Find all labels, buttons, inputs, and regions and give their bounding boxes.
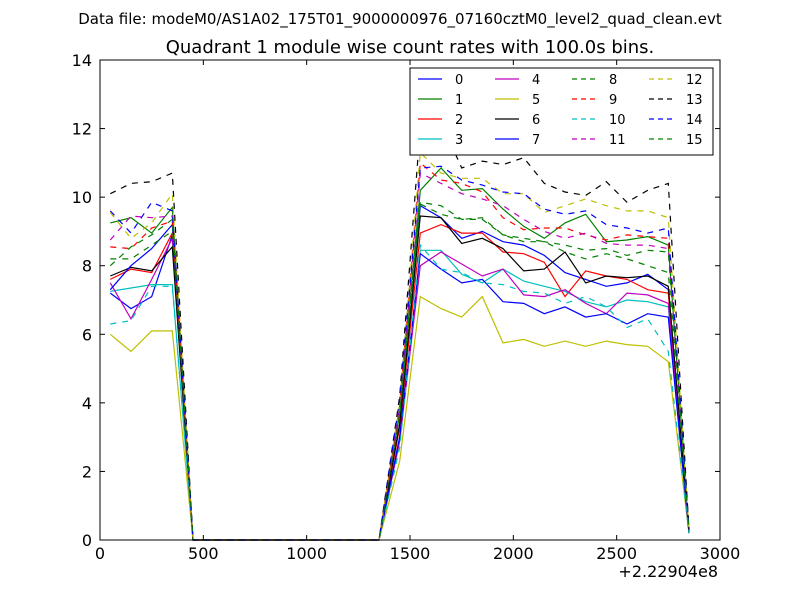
- x-tick-label: 1500: [390, 544, 431, 563]
- y-tick-label: 10: [72, 188, 92, 207]
- series-lines: [109, 120, 690, 541]
- legend-label-10: 10: [609, 113, 626, 128]
- series-line-8: [110, 201, 690, 541]
- legend-label-2: 2: [455, 113, 463, 128]
- legend-label-8: 8: [609, 73, 617, 88]
- x-tick-label: 1000: [286, 544, 327, 563]
- series-line-7: [109, 223, 690, 541]
- y-tick-label: 6: [82, 325, 92, 344]
- series-line-0: [109, 204, 690, 541]
- legend-label-9: 9: [609, 93, 617, 108]
- series-line-12: [109, 151, 690, 541]
- legend-label-3: 3: [455, 133, 463, 148]
- series-line-15: [109, 203, 690, 541]
- x-tick-label: 3000: [700, 544, 741, 563]
- x-tick-label: 500: [188, 544, 219, 563]
- y-tick-label: 4: [82, 394, 92, 413]
- series-line-2: [110, 223, 690, 541]
- legend-label-0: 0: [455, 73, 463, 88]
- x-tick-label: 0: [95, 544, 105, 563]
- legend-label-14: 14: [686, 113, 703, 128]
- x-tick-label: 2000: [493, 544, 534, 563]
- series-line-6: [110, 215, 690, 541]
- legend-label-11: 11: [609, 133, 626, 148]
- series-line-3: [110, 249, 690, 541]
- y-tick-label: 12: [72, 120, 92, 139]
- series-line-10: [110, 243, 690, 541]
- series-line-9: [110, 161, 690, 541]
- series-line-11: [109, 172, 690, 541]
- y-tick-label: 0: [82, 531, 92, 550]
- chart-title: Quadrant 1 module wise count rates with …: [166, 37, 655, 58]
- legend-box: [409, 67, 714, 156]
- y-tick-label: 8: [82, 257, 92, 276]
- series-line-5: [109, 295, 690, 541]
- series-line-14: [109, 165, 690, 541]
- y-tick-label: 2: [82, 462, 92, 481]
- legend-label-12: 12: [686, 73, 703, 88]
- series-line-13: [110, 120, 690, 541]
- legend-label-4: 4: [532, 73, 540, 88]
- x-axis-offset-label: +2.22904e8: [618, 562, 718, 581]
- legend-label-7: 7: [532, 133, 540, 148]
- plot-area-frame: [99, 59, 721, 541]
- legend-label-15: 15: [686, 133, 703, 148]
- y-tick-label: 14: [72, 51, 92, 70]
- legend-label-1: 1: [455, 93, 463, 108]
- legend-label-6: 6: [532, 113, 540, 128]
- chart-suptitle: Data file: modeM0/AS1A02_175T01_90000009…: [78, 10, 722, 29]
- legend-label-13: 13: [686, 93, 703, 108]
- series-line-1: [110, 167, 690, 541]
- x-tick-label: 2500: [596, 544, 637, 563]
- legend-label-5: 5: [532, 93, 540, 108]
